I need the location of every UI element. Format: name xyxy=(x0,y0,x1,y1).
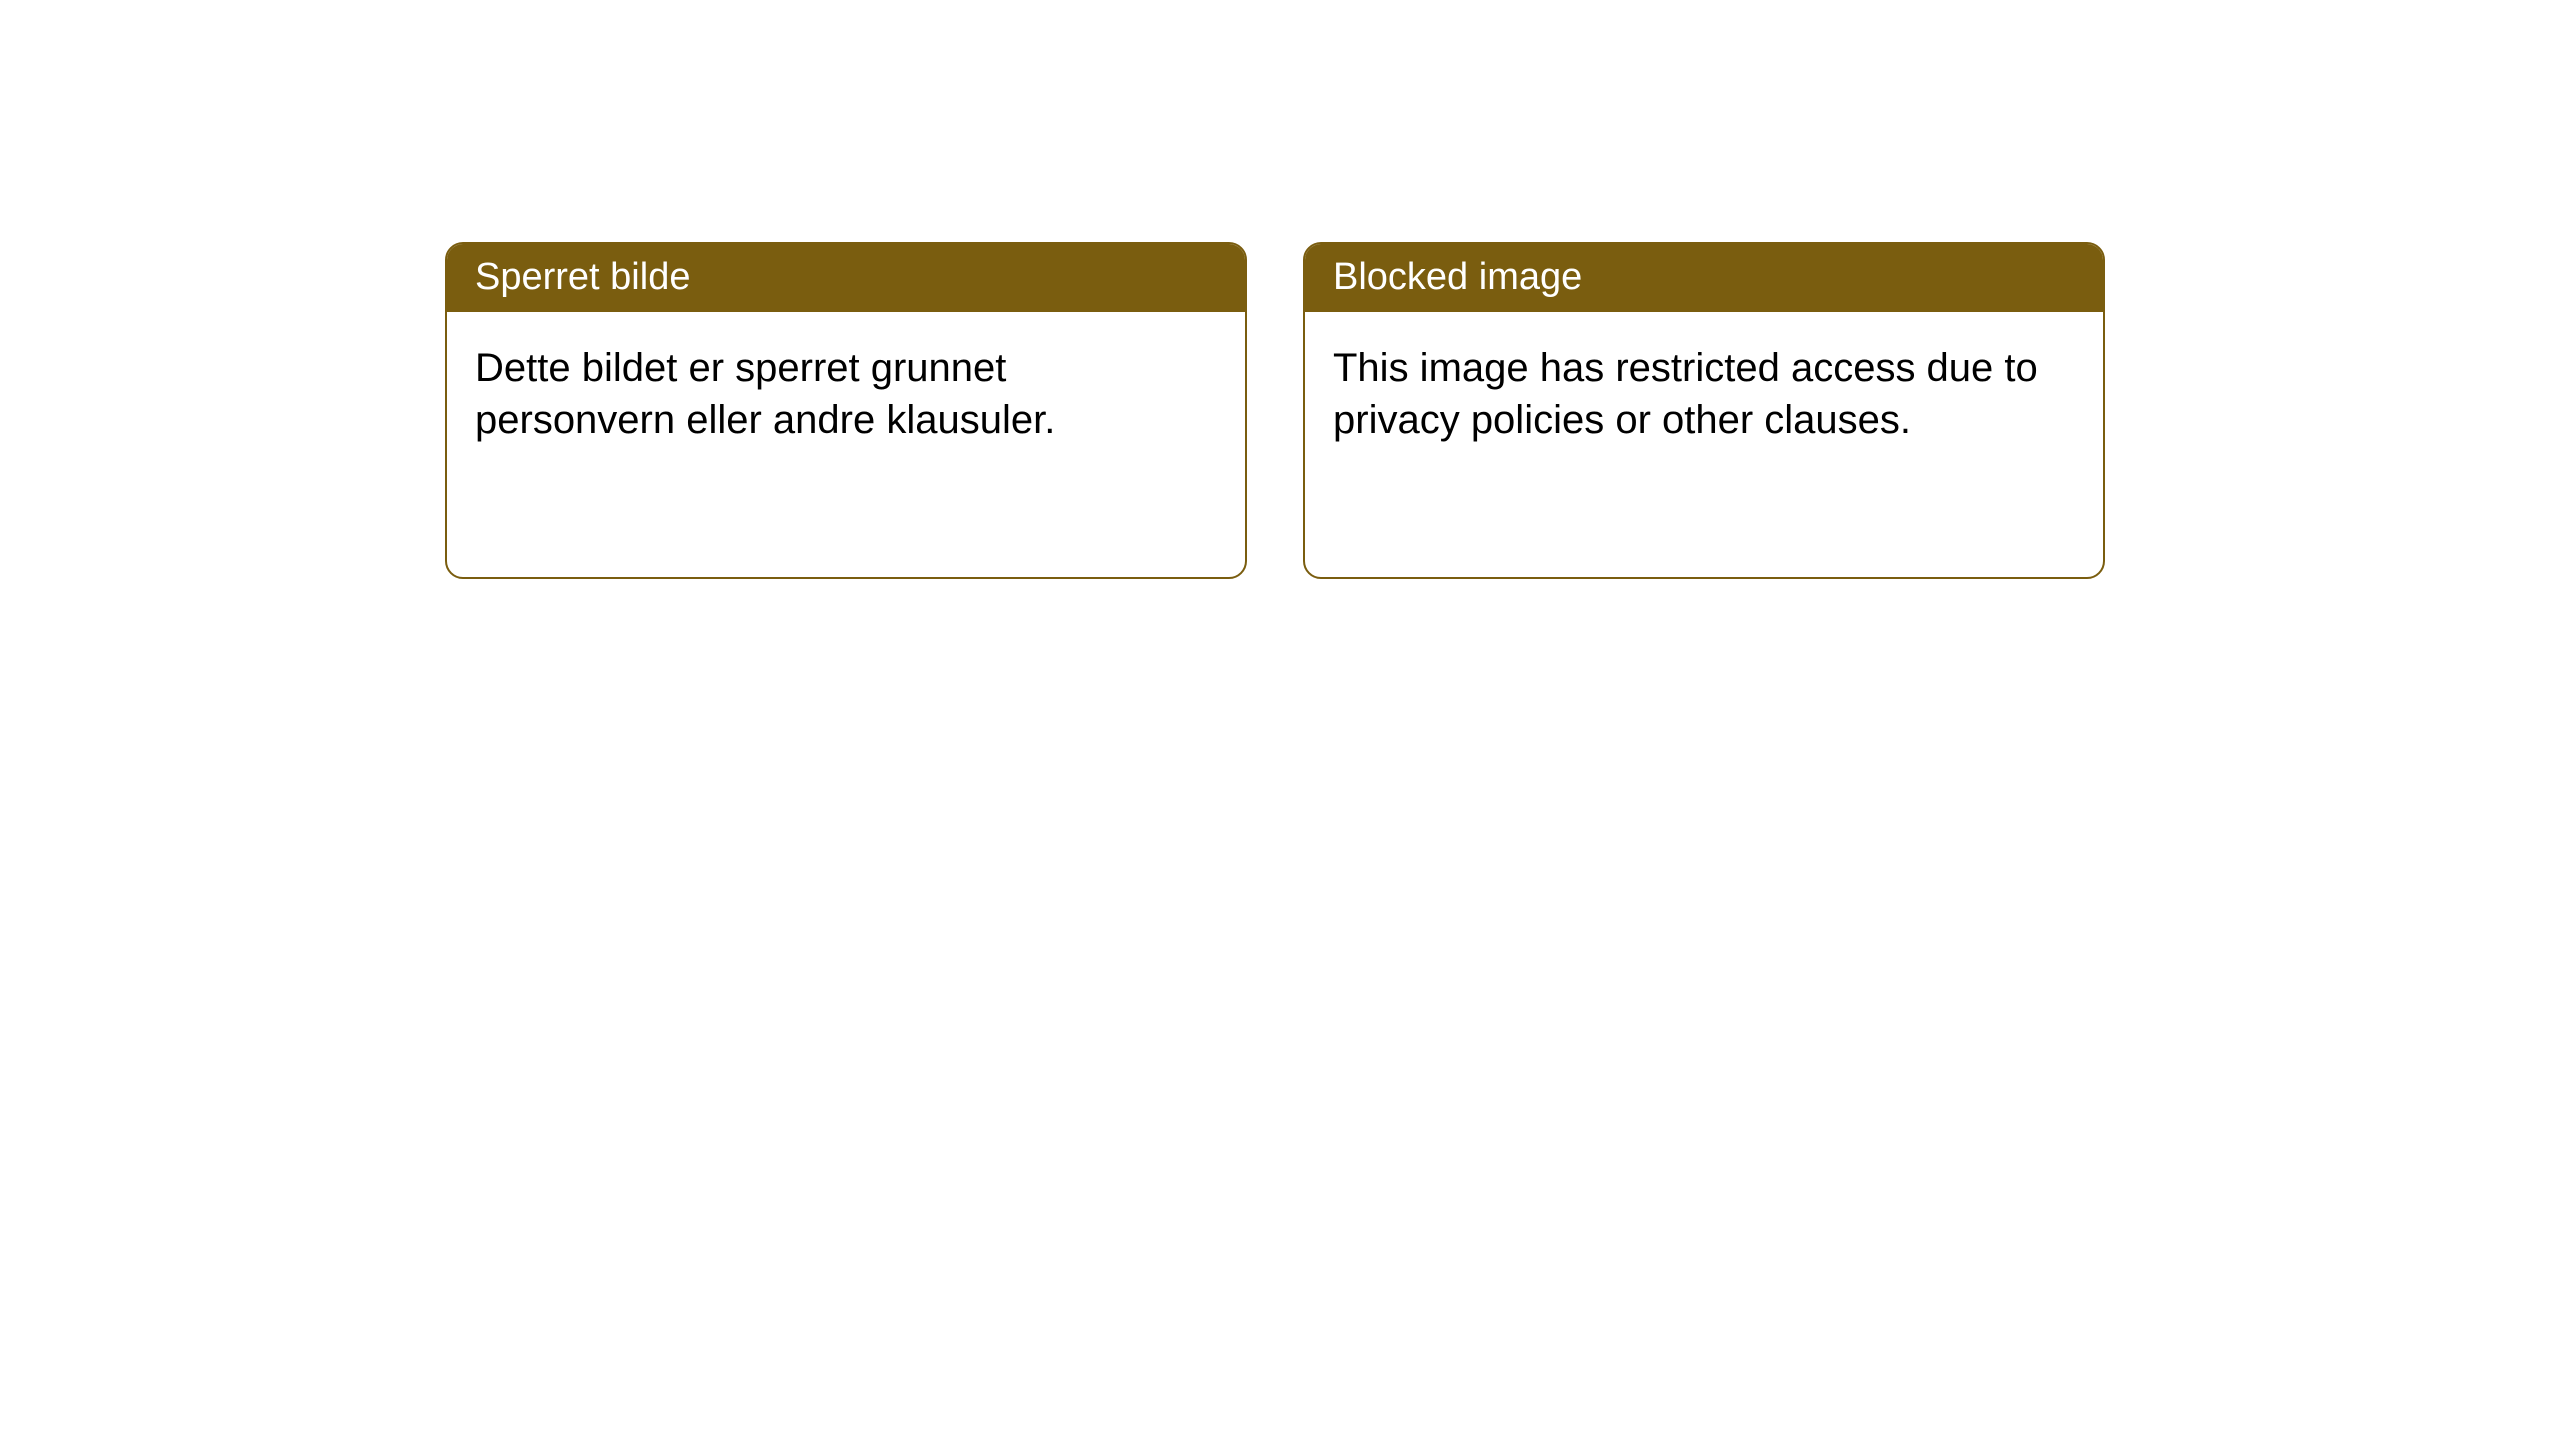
card-body: This image has restricted access due to … xyxy=(1305,312,2103,476)
card-body-text: Dette bildet er sperret grunnet personve… xyxy=(475,346,1055,442)
card-body-text: This image has restricted access due to … xyxy=(1333,346,2038,442)
notice-cards-row: Sperret bilde Dette bildet er sperret gr… xyxy=(445,242,2560,579)
card-header: Sperret bilde xyxy=(447,244,1245,312)
card-title: Sperret bilde xyxy=(475,256,690,298)
notice-card-english: Blocked image This image has restricted … xyxy=(1303,242,2105,579)
notice-card-norwegian: Sperret bilde Dette bildet er sperret gr… xyxy=(445,242,1247,579)
card-title: Blocked image xyxy=(1333,256,1582,298)
card-header: Blocked image xyxy=(1305,244,2103,312)
card-body: Dette bildet er sperret grunnet personve… xyxy=(447,312,1245,476)
